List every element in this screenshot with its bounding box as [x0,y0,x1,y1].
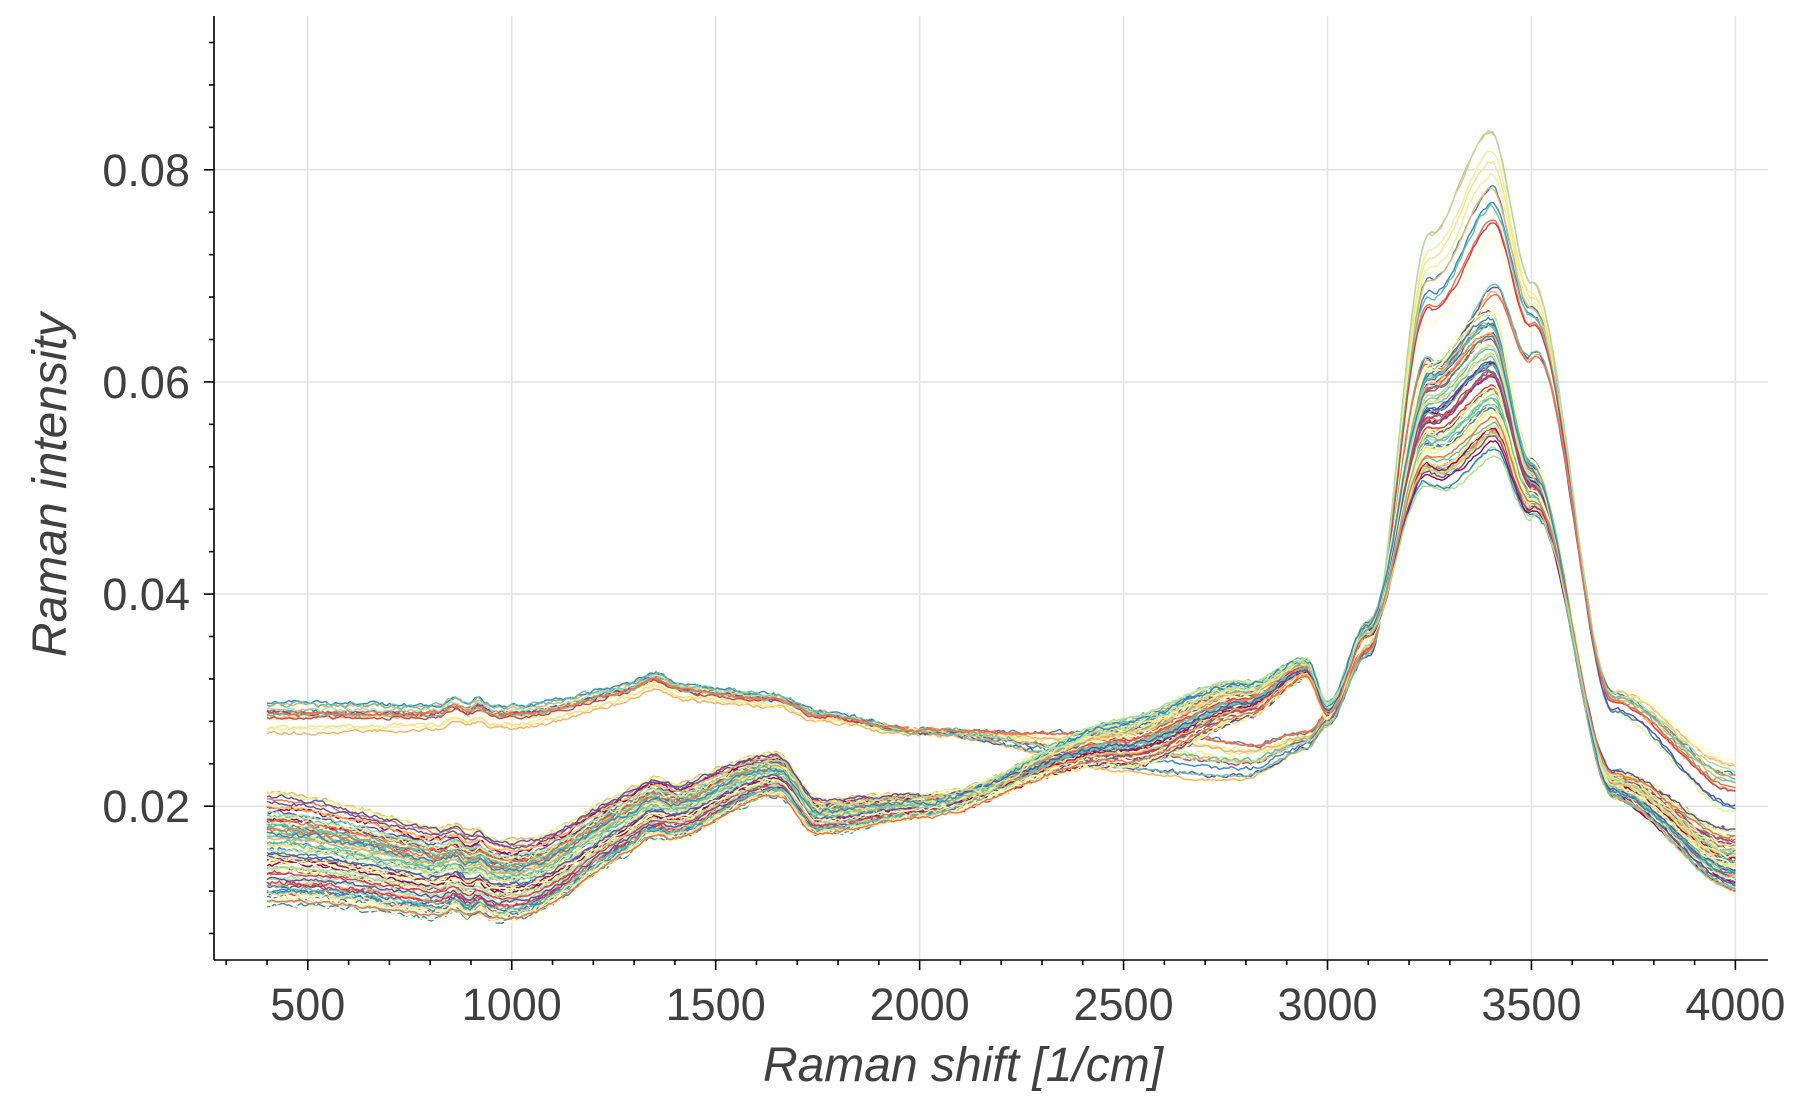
spectra-series [266,130,1736,925]
y-tick-label: 0.02 [102,781,190,832]
spectrum-line-11 [266,286,1736,807]
spectrum-line-84 [266,344,1736,897]
spectrum-line-96 [266,455,1736,858]
spectrum-line-69 [266,312,1736,851]
x-tick-label: 2500 [1074,979,1174,1030]
spectrum-line-90 [266,397,1736,880]
y-tick-label: 0.06 [102,357,190,408]
spectrum-line-10 [266,173,1736,780]
spectrum-line-77 [266,440,1736,892]
x-axis-label: Raman shift [1/cm] [763,1039,1165,1092]
x-tick-label: 2000 [870,979,970,1030]
spectrum-line-49 [266,428,1736,869]
spectrum-line-19 [266,436,1736,888]
spectrum-line-51 [266,311,1736,892]
x-tick-label: 3000 [1277,979,1377,1030]
axes [213,16,1768,961]
spectrum-line-3 [266,290,1736,767]
x-tick-label: 3500 [1481,979,1581,1030]
spectrum-line-2 [266,235,1736,783]
spectrum-line-93 [266,353,1736,917]
spectrum-line-91 [266,355,1736,911]
spectrum-line-86 [266,432,1736,875]
y-axis-label: Raman intensity [24,310,77,657]
spectrum-line-52 [266,311,1736,896]
x-tick-label: 1500 [666,979,766,1030]
ticks: 500 1000 1500 2000 2500 3000 3500 4000 0.02 0.04 0… [102,41,1785,1030]
spectrum-line-14 [266,130,1736,773]
spectrum-line-15 [266,283,1736,780]
y-tick-label: 0.04 [102,569,190,620]
spectrum-line-63 [266,445,1736,921]
spectrum-line-89 [266,386,1736,891]
spectrum-line-76 [266,303,1736,918]
spectrum-line-94 [266,335,1736,875]
grid-lines [214,16,1768,960]
spectrum-line-9 [266,219,1736,776]
x-tick-label: 500 [270,979,345,1030]
spectrum-line-67 [266,434,1736,876]
x-tick-label: 1000 [462,979,562,1030]
spectrum-line-95 [267,415,1736,921]
y-tick-label: 0.08 [102,145,190,196]
spectrum-line-16 [266,294,1736,789]
spectrum-line-31 [267,426,1736,880]
spectrum-line-28 [266,431,1736,880]
spectrum-line-87 [266,389,1736,860]
x-tick-label: 4000 [1685,979,1785,1030]
spectrum-line-50 [266,432,1736,890]
spectrum-line-13 [266,222,1736,792]
